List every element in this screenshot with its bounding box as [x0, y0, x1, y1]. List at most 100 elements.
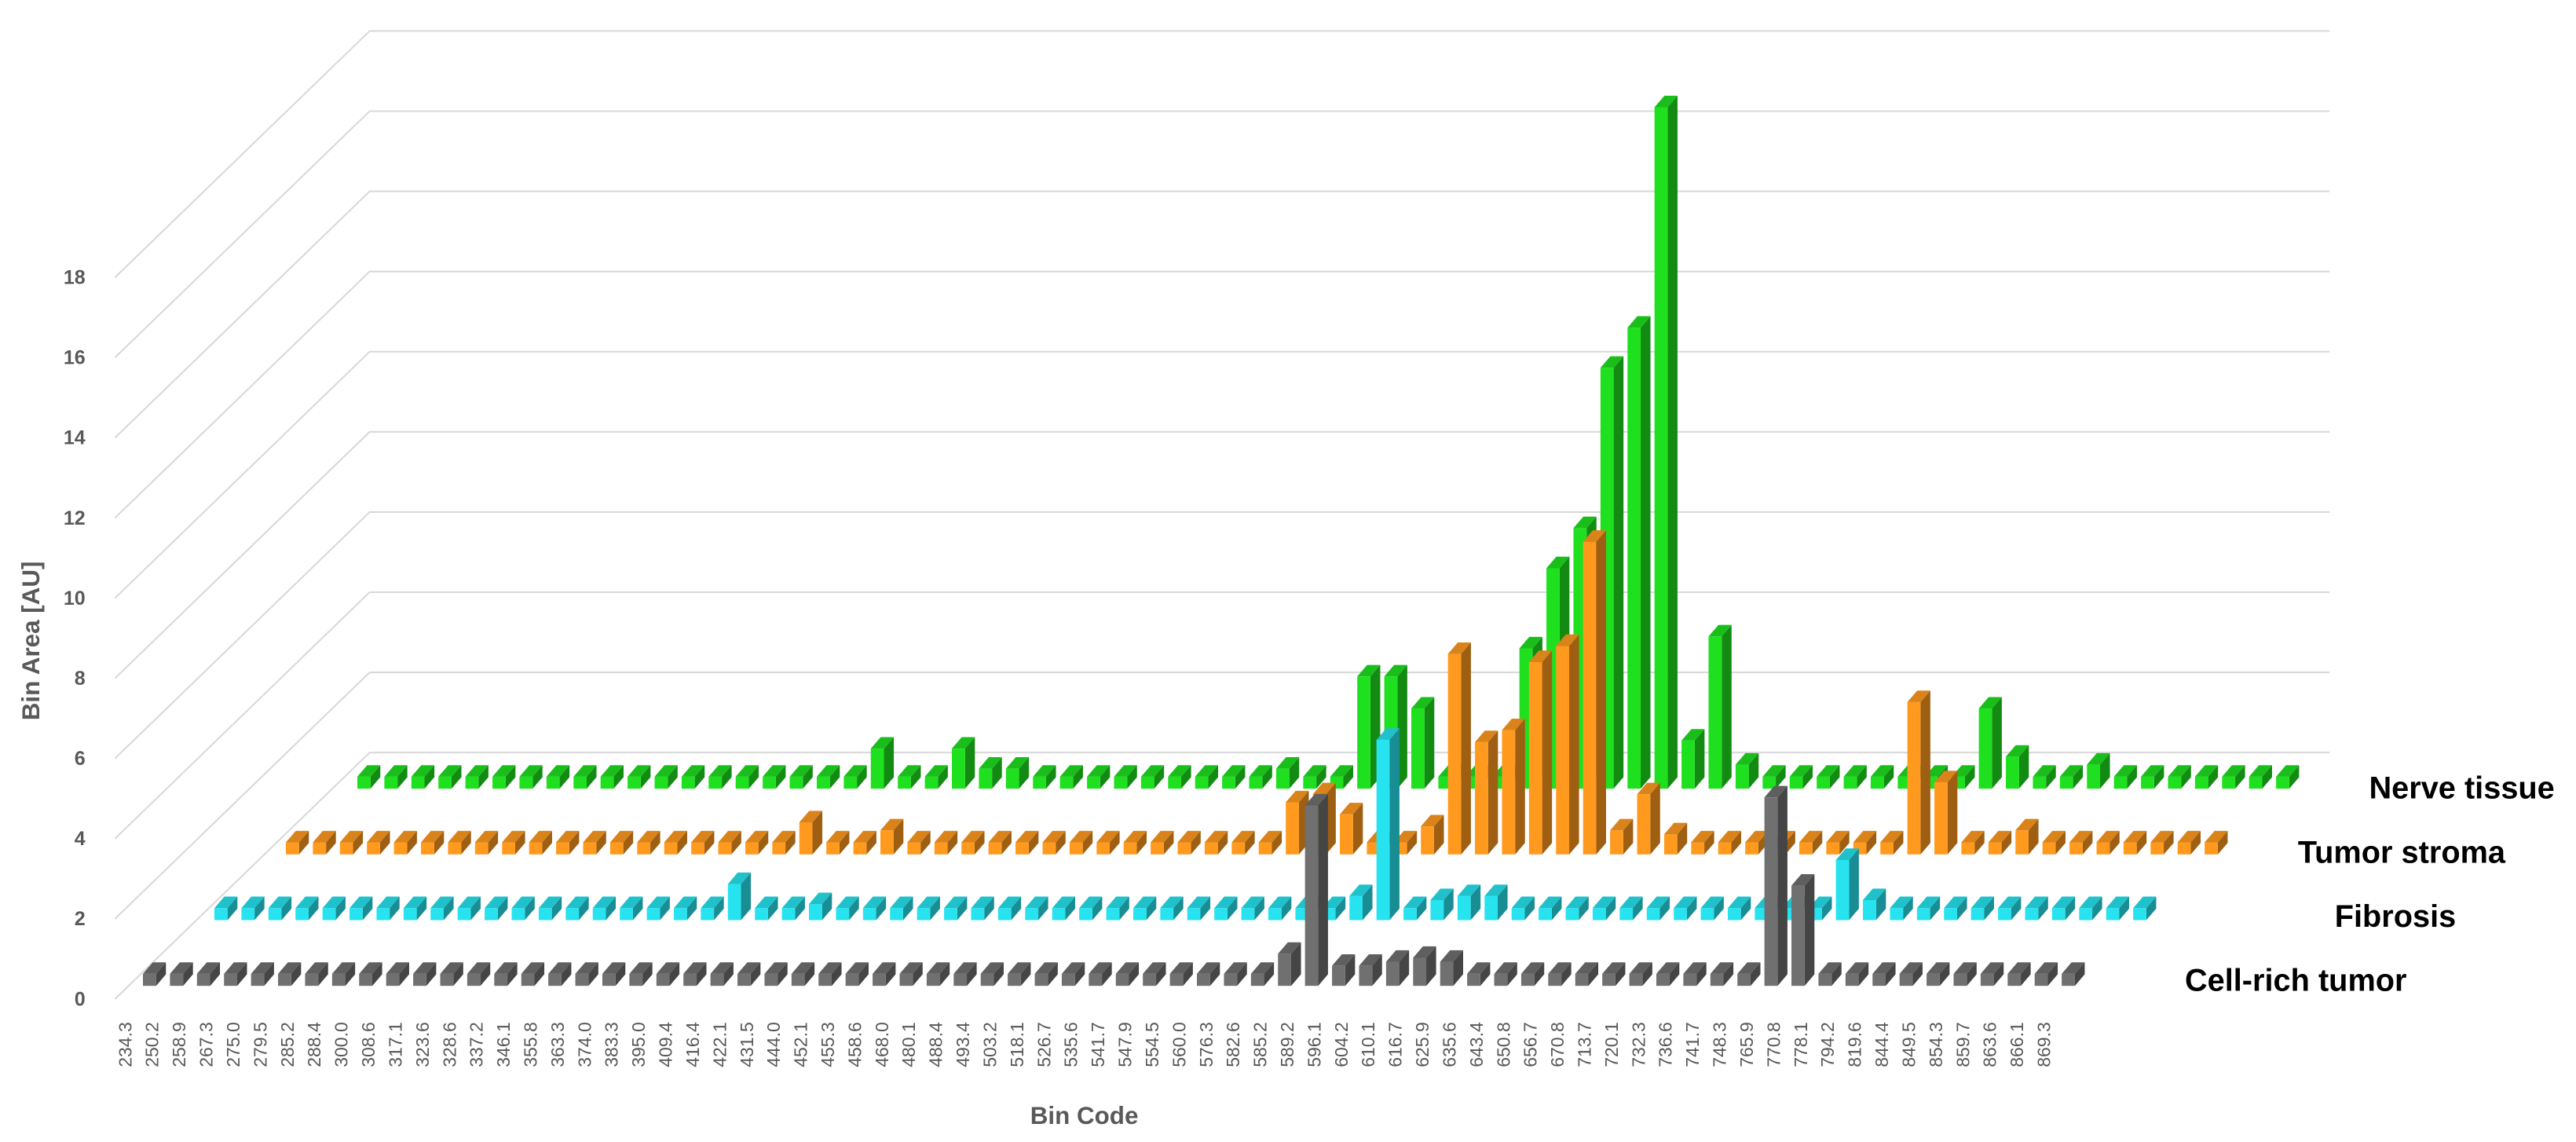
bar-side [579, 896, 589, 921]
bar-side [1433, 814, 1444, 855]
bar-top [1447, 642, 1471, 654]
bar-front [1637, 794, 1651, 855]
bar-side [2190, 830, 2201, 855]
bar-top [2062, 962, 2085, 974]
bar [1447, 642, 1471, 855]
bar-side [426, 962, 437, 986]
bar [880, 818, 904, 855]
bar [2051, 896, 2076, 921]
bar-front [952, 749, 965, 789]
bar-top [656, 962, 680, 974]
bar-side [1704, 830, 1714, 855]
bar-top [737, 962, 761, 974]
bar-top [1231, 830, 1255, 843]
bar-top [1096, 830, 1120, 843]
bar [1275, 757, 1300, 789]
bar-side [183, 962, 193, 986]
bar-top [1916, 896, 1941, 909]
bar-front [924, 776, 939, 789]
bar-front [1286, 802, 1299, 855]
bar [1249, 765, 1272, 789]
bar-top [1727, 896, 1751, 909]
bar-top [1663, 822, 1688, 835]
bar-front [1708, 636, 1722, 789]
bar-side [778, 962, 788, 986]
bar-top [735, 765, 759, 777]
bar-front [2006, 756, 2019, 789]
bar [1762, 765, 1786, 789]
bar-top [718, 830, 741, 843]
bar-front [386, 973, 400, 986]
bar-front [1980, 973, 1994, 986]
bar-front [2123, 842, 2137, 855]
bar-front [170, 973, 184, 986]
bar-side [866, 830, 876, 855]
bar [1953, 962, 1977, 986]
bar-side [596, 830, 606, 855]
bar [836, 896, 859, 921]
bar-front [548, 973, 562, 986]
bar-side [758, 830, 769, 855]
bar-top [1980, 962, 2004, 974]
bar-top [1691, 830, 1714, 843]
bar-front [1143, 973, 1156, 986]
bar-side [1470, 884, 1481, 921]
bar-front [862, 908, 876, 921]
bar-side [1262, 765, 1272, 789]
bar-top [789, 765, 813, 777]
bar-top [816, 765, 840, 777]
bar-top [1376, 728, 1400, 740]
bar [538, 896, 562, 921]
bar [602, 962, 626, 986]
bar [393, 830, 417, 855]
bar-top [1151, 830, 1174, 843]
bar-front [474, 842, 488, 855]
bar-top [1034, 962, 1058, 974]
bar [2123, 830, 2147, 855]
bar [2113, 765, 2137, 789]
bar-top [1079, 896, 1103, 909]
bar-front [873, 973, 886, 986]
bar-side [812, 811, 823, 855]
bar-side [2109, 830, 2120, 855]
bar-top [924, 765, 948, 777]
bar [1863, 888, 1886, 921]
bar [961, 830, 985, 855]
bar [1231, 830, 1255, 855]
bar-top [367, 830, 390, 843]
bar-front [1069, 842, 1083, 855]
bar-top [1745, 830, 1769, 843]
bar-top [502, 830, 525, 843]
bar-side [1407, 830, 1418, 855]
bar-side [1650, 782, 1660, 855]
bar-top [474, 830, 499, 843]
x-tick-label: 355.8 [521, 1022, 541, 1067]
bar [818, 962, 842, 986]
bar-front [1575, 973, 1589, 986]
bar [1619, 896, 1643, 921]
bar-top [339, 830, 364, 843]
bar-front [953, 973, 968, 986]
bar-top [1619, 896, 1643, 909]
x-tick-label: 363.3 [547, 1022, 568, 1067]
x-tick-label: 452.1 [791, 1022, 811, 1067]
bar-front [826, 842, 840, 855]
bar-side [407, 830, 417, 855]
bar-front [349, 908, 363, 921]
x-tick-label: 554.5 [1142, 1022, 1162, 1067]
bar [1502, 718, 1525, 855]
bar-side [974, 830, 985, 855]
bar-top [1312, 782, 1336, 795]
bar-top [1656, 962, 1680, 974]
bar-front [988, 842, 1002, 855]
bar-side [2021, 962, 2031, 986]
bar [1710, 962, 1734, 986]
bar-front [575, 973, 589, 986]
bar-side [298, 830, 309, 855]
bar-front [2222, 776, 2236, 789]
bar-side [1686, 896, 1697, 921]
bar [2222, 765, 2245, 789]
x-tick-label: 267.3 [196, 1022, 217, 1067]
bar-side [821, 892, 832, 921]
bar-front [494, 973, 508, 986]
